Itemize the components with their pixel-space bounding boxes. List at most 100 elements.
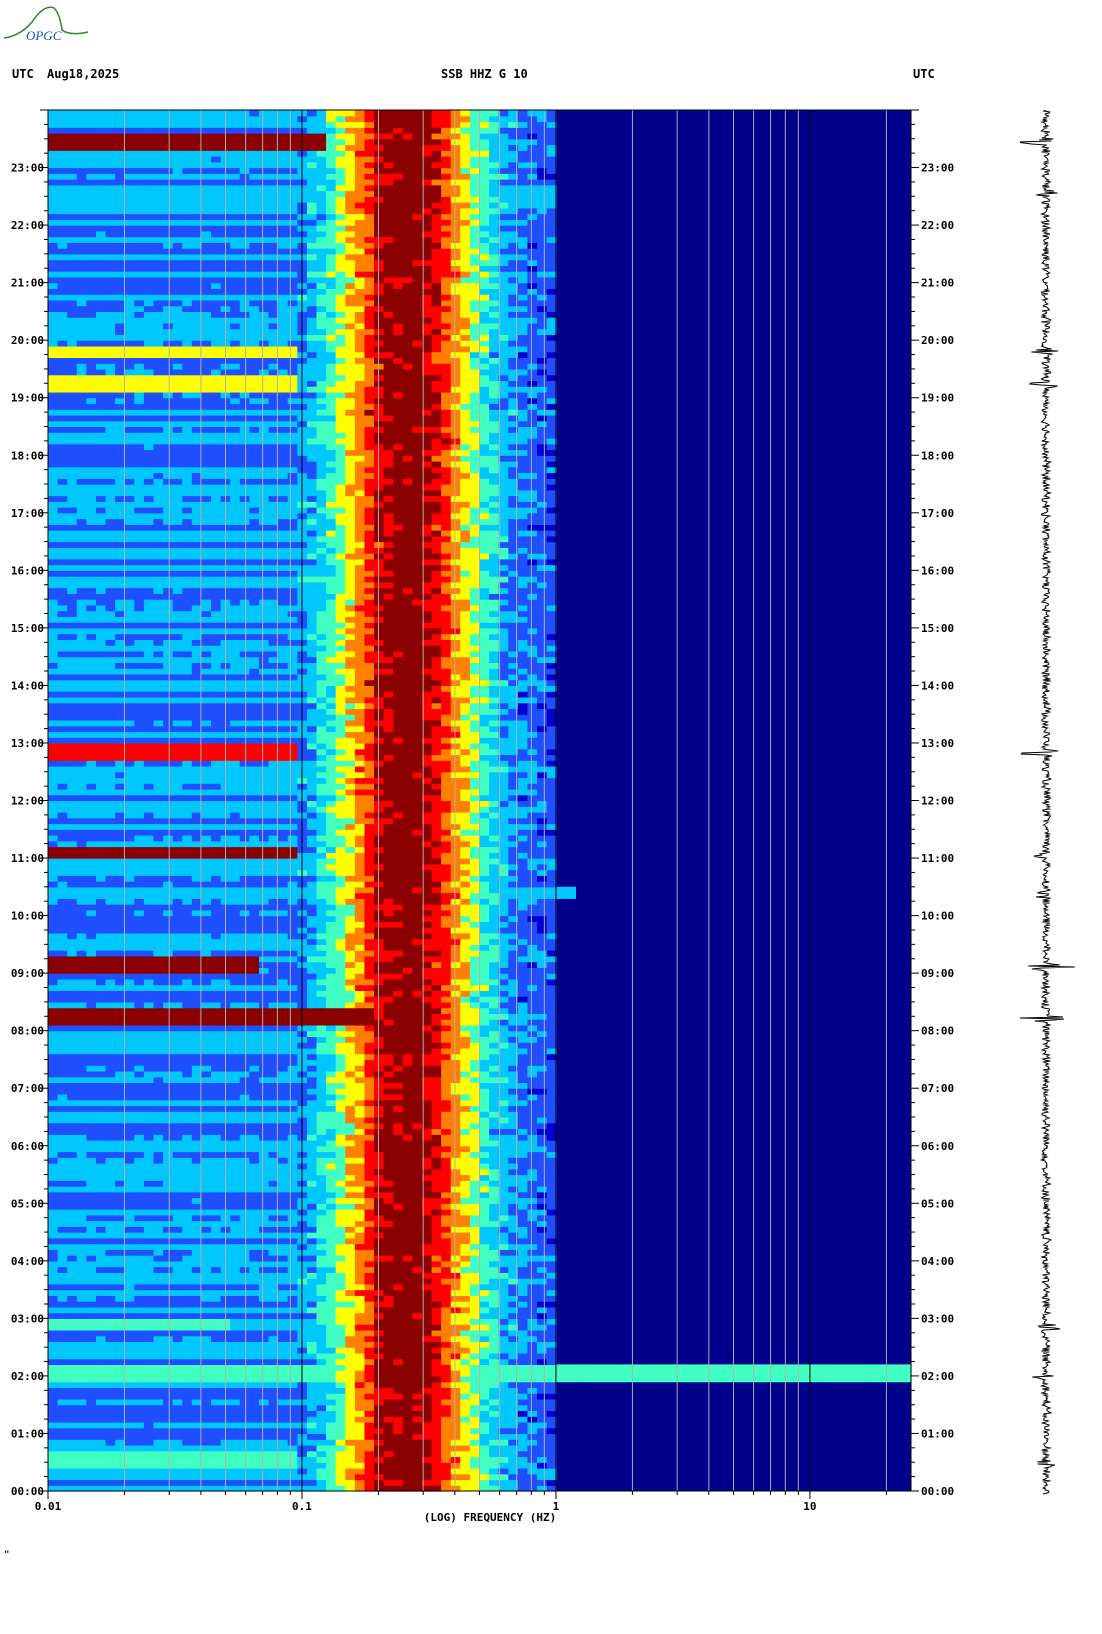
heatmap-cell (354, 1197, 366, 1204)
heatmap-cell (460, 1312, 471, 1319)
heatmap-cell (383, 1341, 394, 1348)
heatmap-cell (143, 1381, 155, 1389)
heatmap-cell (412, 1387, 423, 1394)
heatmap-cell (354, 1439, 366, 1446)
heatmap-cell (57, 1370, 68, 1377)
heatmap-cell (421, 1053, 433, 1061)
heatmap-cell (278, 1473, 289, 1481)
heatmap-cell (421, 1358, 433, 1365)
heatmap-cell (306, 1237, 318, 1245)
heatmap-cell (354, 1272, 366, 1279)
heatmap-cell (163, 1318, 174, 1325)
heatmap-cell (258, 1433, 270, 1440)
heatmap-cell (76, 1255, 87, 1262)
heatmap-cell (354, 1329, 366, 1337)
heatmap-cell (412, 1318, 423, 1325)
heatmap-cell (479, 1289, 490, 1296)
heatmap-cell (95, 1036, 107, 1043)
heatmap-cell (163, 1335, 174, 1342)
heatmap-cell (364, 1237, 375, 1245)
heatmap-cell (134, 1266, 145, 1273)
heatmap-cell (143, 1335, 155, 1342)
heatmap-cell (67, 1151, 78, 1158)
heatmap-cell (393, 1168, 404, 1176)
heatmap-cell (268, 1036, 279, 1043)
heatmap-cell (517, 1289, 529, 1296)
heatmap-cell (287, 1076, 298, 1084)
heatmap-cell (469, 984, 481, 991)
heatmap-cell (421, 1278, 433, 1285)
heatmap-cell (421, 1329, 433, 1337)
heatmap-cell (517, 1019, 529, 1026)
heatmap-cell (316, 1203, 327, 1210)
heatmap-cell (421, 1324, 433, 1331)
heatmap-cell (172, 1393, 183, 1400)
heatmap-cell (882, 1375, 893, 1383)
heatmap-cell (211, 1462, 222, 1469)
heatmap-cell (364, 1283, 375, 1291)
heatmap-cell (163, 1312, 174, 1319)
heatmap-cell (105, 1076, 116, 1084)
heatmap-cell (258, 1410, 270, 1417)
heatmap-cell (86, 1007, 97, 1014)
heatmap-cell (86, 1099, 97, 1107)
heatmap-cell (268, 1237, 279, 1245)
heatmap-cell (287, 1105, 298, 1112)
heatmap-cell (441, 984, 452, 991)
heatmap-cell (431, 1243, 442, 1250)
heatmap-cell (441, 1197, 452, 1204)
heatmap-cell (211, 1163, 222, 1170)
heatmap-cell (479, 1352, 490, 1360)
heatmap-cell (153, 1427, 164, 1435)
heatmap-cell (230, 1456, 241, 1463)
heatmap-cell (258, 961, 270, 968)
heatmap-cell (421, 1082, 433, 1089)
heatmap-cell (172, 1444, 183, 1452)
heatmap-cell (374, 1295, 385, 1302)
heatmap-cell (431, 1306, 442, 1314)
heatmap-cell (393, 1082, 404, 1089)
heatmap-cell (57, 1197, 68, 1204)
heatmap-cell (230, 1410, 241, 1417)
heatmap-cell (326, 961, 337, 968)
heatmap-cell (489, 1301, 500, 1308)
heatmap-cell (402, 1151, 413, 1158)
heatmap-cell (201, 1122, 212, 1130)
heatmap-cell (316, 1116, 327, 1124)
heatmap-cell (441, 1456, 452, 1463)
heatmap-cell (105, 1410, 116, 1417)
heatmap-cell (287, 1364, 298, 1371)
heatmap-cell (124, 1289, 135, 1296)
heatmap-cell (287, 1370, 298, 1377)
heatmap-cell (374, 1030, 385, 1038)
heatmap-cell (882, 1370, 893, 1377)
heatmap-cell (306, 1145, 318, 1153)
heatmap-cell (278, 967, 289, 974)
heatmap-cell (182, 1157, 193, 1164)
heatmap-cell (115, 1439, 126, 1446)
heatmap-cell (383, 1387, 394, 1394)
heatmap-cell (115, 1134, 126, 1141)
heatmap-cell (354, 1065, 366, 1072)
heatmap-cell (268, 1163, 279, 1170)
heatmap-cell (335, 1318, 346, 1325)
heatmap-cell (469, 1295, 481, 1302)
heatmap-cell (326, 1364, 337, 1371)
heatmap-cell (76, 1266, 87, 1273)
heatmap-cell (671, 1375, 682, 1383)
heatmap-cell (383, 1249, 394, 1256)
heatmap-cell (460, 1347, 471, 1354)
heatmap-cell (239, 1358, 250, 1365)
heatmap-cell (201, 1289, 212, 1296)
heatmap-cell (508, 1237, 519, 1245)
heatmap-cell (354, 1352, 366, 1360)
heatmap-cell (469, 1358, 481, 1365)
heatmap-cell (479, 1318, 490, 1325)
heatmap-cell (278, 1237, 289, 1245)
heatmap-cell (421, 1439, 433, 1446)
heatmap-cell (450, 978, 461, 986)
heatmap-cell (124, 1364, 135, 1371)
heatmap-cell (86, 1209, 97, 1216)
heatmap-cell (211, 1180, 222, 1187)
heatmap-cell (469, 1203, 481, 1210)
